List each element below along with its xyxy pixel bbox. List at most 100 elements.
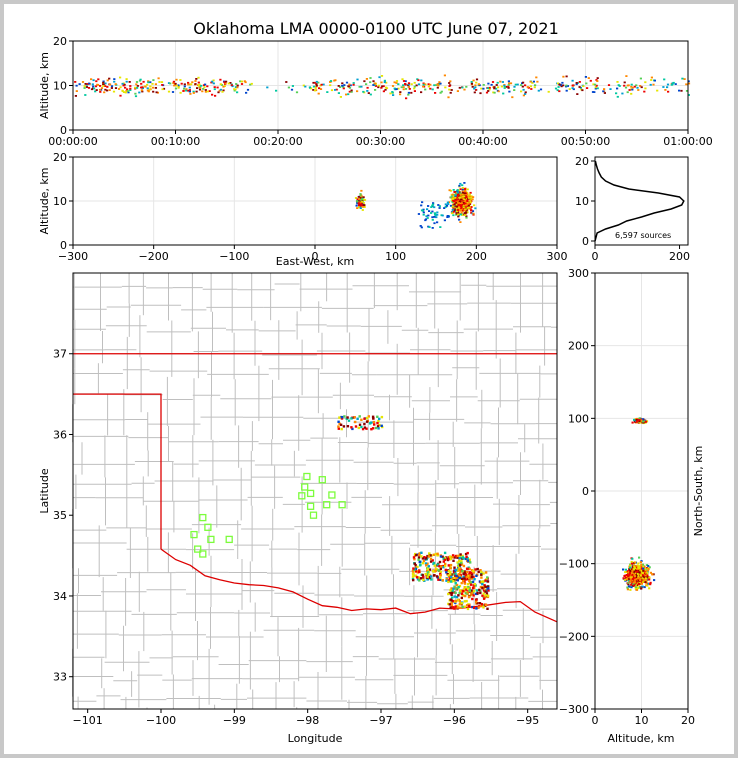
lightning-source-point [401, 78, 404, 81]
lightning-source-point [372, 80, 375, 83]
lightning-source-point [484, 579, 487, 582]
lightning-source-point [637, 566, 640, 569]
lightning-source-point [579, 87, 582, 89]
lightning-source-point [135, 83, 138, 86]
lightning-source-point [212, 79, 215, 82]
lightning-source-point [565, 89, 568, 92]
lightning-source-point [631, 88, 634, 91]
lightning-source-point [444, 562, 447, 566]
lightning-source-point [340, 417, 344, 420]
lightning-source-point [378, 76, 381, 79]
lightning-source-point [449, 567, 452, 570]
lightning-source-point [501, 81, 504, 83]
lightning-source-point [171, 91, 175, 93]
y-tick-label: 0 [582, 485, 589, 498]
lightning-source-point [447, 215, 450, 217]
lightning-source-point [356, 417, 359, 420]
lightning-source-point [557, 82, 560, 85]
lightning-source-point [460, 208, 463, 210]
lightning-source-point [458, 200, 461, 203]
lightning-source-point [429, 83, 432, 86]
lightning-source-point [630, 560, 633, 563]
lightning-source-point [356, 78, 359, 81]
lightning-source-point [438, 578, 442, 581]
lightning-source-point [454, 572, 457, 575]
lightning-source-point [397, 83, 400, 86]
lightning-source-point [345, 81, 349, 84]
lightning-source-point [642, 569, 645, 572]
lightning-source-point [616, 87, 619, 90]
lightning-source-point [377, 419, 380, 423]
lightning-source-point [482, 87, 485, 90]
lightning-source-point [149, 81, 152, 84]
lightning-source-point [463, 188, 467, 190]
lightning-source-point [363, 422, 366, 426]
lightning-source-point [430, 578, 433, 581]
lightning-source-point [468, 578, 471, 581]
lightning-source-point [446, 558, 449, 562]
lightning-source-point [393, 87, 396, 90]
lightning-source-point [438, 560, 442, 564]
lightning-source-point [459, 574, 462, 577]
lightning-source-point [639, 85, 642, 87]
lightning-source-point [450, 211, 454, 213]
lightning-source-point [632, 570, 636, 573]
lightning-source-point [183, 85, 186, 88]
lightning-source-point [581, 89, 584, 92]
lightning-source-point [627, 585, 631, 588]
y-tick-label: 0 [582, 235, 589, 248]
lightning-source-point [148, 88, 151, 91]
lightning-source-point [421, 209, 424, 212]
lightning-source-point [351, 427, 354, 431]
lightning-source-point [625, 578, 629, 580]
lightning-source-point [646, 578, 649, 581]
lightning-source-point [418, 569, 421, 572]
lightning-source-point [524, 84, 527, 87]
lightning-source-point [453, 566, 456, 569]
lightning-source-point [633, 561, 636, 564]
lightning-source-point [468, 567, 471, 570]
lightning-source-point [428, 568, 432, 571]
lightning-source-point [326, 91, 329, 93]
lightning-source-point [596, 77, 599, 79]
lightning-source-point [453, 556, 456, 559]
lightning-source-point [433, 212, 436, 215]
lightning-source-point [640, 419, 643, 422]
lightning-source-point [464, 198, 467, 201]
lightning-source-point [418, 552, 421, 555]
lightning-source-point [592, 83, 595, 86]
lightning-source-point [452, 210, 456, 213]
lightning-source-point [495, 84, 498, 86]
lightning-source-point [463, 198, 466, 201]
lightning-source-point [472, 571, 476, 574]
lightning-source-point [358, 200, 361, 203]
lightning-source-point [491, 81, 495, 83]
lightning-source-point [337, 425, 340, 428]
lightning-source-point [417, 556, 421, 559]
lightning-source-point [360, 85, 363, 88]
lightning-source-point [211, 80, 214, 83]
lightning-source-point [246, 88, 250, 91]
lightning-source-point [229, 82, 232, 84]
lightning-source-point [125, 80, 128, 83]
lightning-source-point [359, 193, 362, 195]
x-axis-label: East-West, km [276, 255, 354, 268]
lightning-source-point [156, 91, 159, 94]
lightning-source-point [313, 89, 317, 92]
lightning-source-point [454, 554, 458, 558]
lightning-source-point [667, 90, 670, 93]
lightning-source-point [470, 571, 473, 575]
lightning-source-point [343, 415, 346, 418]
lightning-source-point [629, 588, 632, 591]
lightning-source-point [243, 80, 246, 83]
lightning-source-point [358, 415, 361, 418]
lightning-source-point [653, 579, 656, 582]
lightning-source-point [461, 556, 465, 559]
lightning-source-point [533, 86, 536, 89]
lightning-source-point [417, 79, 420, 82]
lightning-source-point [571, 87, 574, 89]
lightning-source-point [426, 567, 430, 570]
lightning-source-point [455, 587, 458, 590]
lightning-source-point [404, 88, 408, 90]
lightning-source-point [633, 575, 637, 578]
